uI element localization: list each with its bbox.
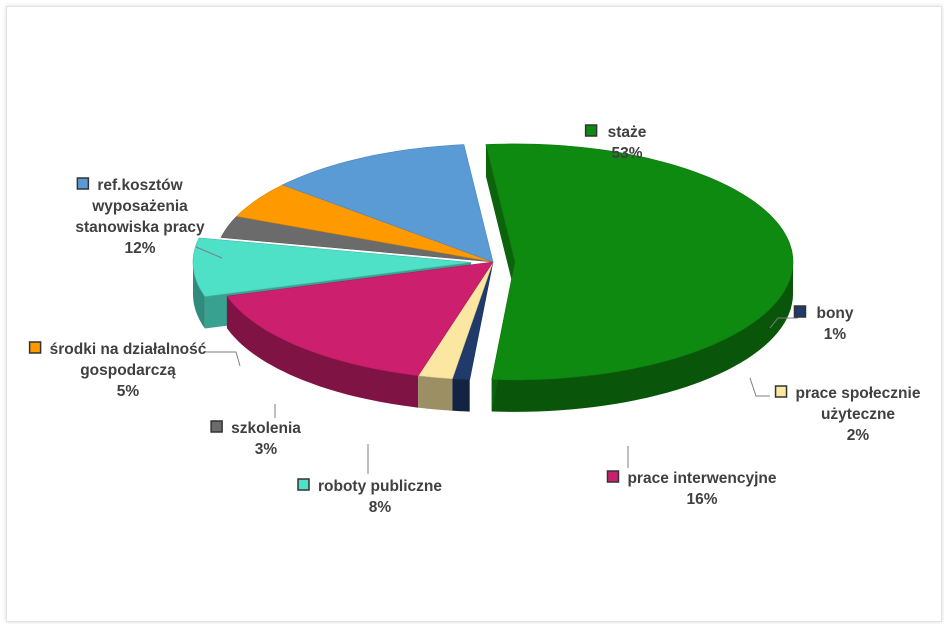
slice-label-0: staże 53%	[584, 124, 647, 162]
slice-name-7: ref.kosztów	[97, 177, 183, 194]
slice-side-2	[418, 375, 453, 411]
slice-side-1	[452, 378, 470, 412]
slice-side-0	[491, 261, 793, 412]
slice-4[interactable]	[192, 237, 472, 297]
leader-line-2	[749, 377, 770, 397]
slice-percent-5: 3%	[255, 441, 278, 458]
slice-name-7: stanowiska pracy	[75, 219, 205, 236]
slice-label-6: środki na działalność gospodarczą 5%	[28, 341, 207, 400]
slice-name-2: użyteczne	[821, 406, 895, 423]
slice-name-0: staże	[608, 124, 647, 141]
slice-cut-0-0	[485, 144, 515, 294]
slice-name-2: prace społecznie	[796, 385, 921, 402]
slice-name-7: wyposażenia	[91, 198, 188, 215]
leader-line-1	[769, 317, 798, 329]
pie-tops	[192, 143, 794, 381]
slice-3[interactable]	[226, 261, 494, 377]
slice-percent-7: 12%	[124, 240, 155, 257]
slice-label-1: bony 1%	[793, 305, 854, 343]
legend-marker-3	[606, 470, 620, 483]
slice-2[interactable]	[417, 261, 494, 380]
slice-label-4: roboty publiczne 8%	[297, 478, 442, 516]
slice-label-7: ref.kosztów wyposażenia stanowiska pracy 12…	[75, 177, 205, 257]
legend-marker-0	[584, 124, 598, 137]
leader-line-7	[195, 246, 223, 259]
slice-0[interactable]	[485, 143, 794, 381]
slice-percent-6: 5%	[117, 383, 140, 400]
slice-percent-1: 1%	[824, 326, 847, 343]
slice-percent-4: 8%	[369, 499, 392, 516]
leader-lines	[195, 246, 798, 474]
legend-marker-1	[793, 305, 807, 318]
slice-name-6: środki na działalność	[50, 341, 207, 358]
legend-marker-6	[28, 341, 42, 354]
slice-name-4: roboty publiczne	[318, 478, 442, 495]
slice-name-1: bony	[816, 305, 853, 322]
legend-marker-4	[297, 478, 310, 491]
slice-name-5: szkolenia	[231, 420, 301, 437]
slice-name-3: prace interwencyjne	[627, 470, 776, 487]
slice-percent-2: 2%	[847, 427, 870, 444]
slice-side-4	[193, 262, 205, 329]
slice-6[interactable]	[236, 184, 494, 263]
legend-marker-2	[774, 385, 788, 398]
slice-labels: staże 53% bony 1% prace społecznie użyteczne 2…	[28, 124, 921, 516]
slice-label-2: prace społecznie użyteczne 2%	[774, 385, 921, 444]
slice-name-6: gospodarczą	[80, 362, 176, 379]
slice-label-3: prace interwencyjne 16%	[606, 470, 777, 508]
slice-5[interactable]	[220, 215, 494, 263]
slice-side-3	[226, 296, 419, 408]
slice-label-5: szkolenia 3%	[210, 420, 301, 458]
legend-marker-7	[76, 177, 90, 190]
slice-7[interactable]	[281, 144, 494, 263]
slice-percent-3: 16%	[686, 491, 717, 508]
leader-line-6	[206, 351, 241, 367]
legend-marker-5	[210, 420, 223, 433]
slice-percent-0: 53%	[611, 145, 642, 162]
